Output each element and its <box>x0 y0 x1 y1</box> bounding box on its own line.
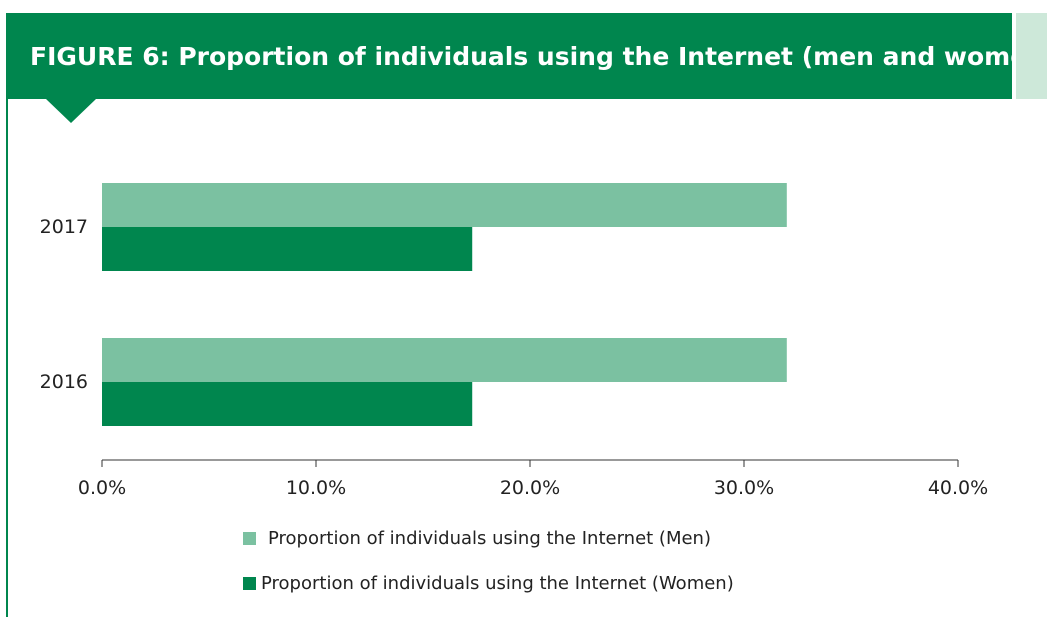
legend-swatch-men <box>243 531 256 545</box>
bar-men-2016 <box>102 338 787 382</box>
title-notch <box>46 99 96 123</box>
bar-women-2017 <box>102 227 473 271</box>
title-bar: FIGURE 6: Proportion of individuals usin… <box>6 13 1047 99</box>
legend-label-men: Proportion of individuals using the Inte… <box>268 527 711 549</box>
category-label-2016: 2016 <box>40 371 88 393</box>
legend-item-men: Proportion of individuals using the Inte… <box>243 527 734 549</box>
legend-item-women: Proportion of individuals using the Inte… <box>243 572 734 594</box>
bar-women-2016 <box>102 382 473 426</box>
bar-men-2017 <box>102 183 787 227</box>
left-rule <box>6 99 8 617</box>
x-tick-label-2: 20.0% <box>500 477 560 499</box>
x-tick-label-4: 40.0% <box>928 477 988 499</box>
legend: Proportion of individuals using the Inte… <box>243 528 734 618</box>
legend-swatch-women <box>243 576 256 590</box>
x-tick-label-3: 30.0% <box>714 477 774 499</box>
x-tick-label-1: 10.0% <box>286 477 346 499</box>
title-accent-block <box>1016 13 1047 99</box>
chart-title: FIGURE 6: Proportion of individuals usin… <box>30 41 1047 71</box>
legend-label-women: Proportion of individuals using the Inte… <box>261 572 734 594</box>
category-label-2017: 2017 <box>40 216 88 238</box>
x-tick-label-0: 0.0% <box>78 477 126 499</box>
